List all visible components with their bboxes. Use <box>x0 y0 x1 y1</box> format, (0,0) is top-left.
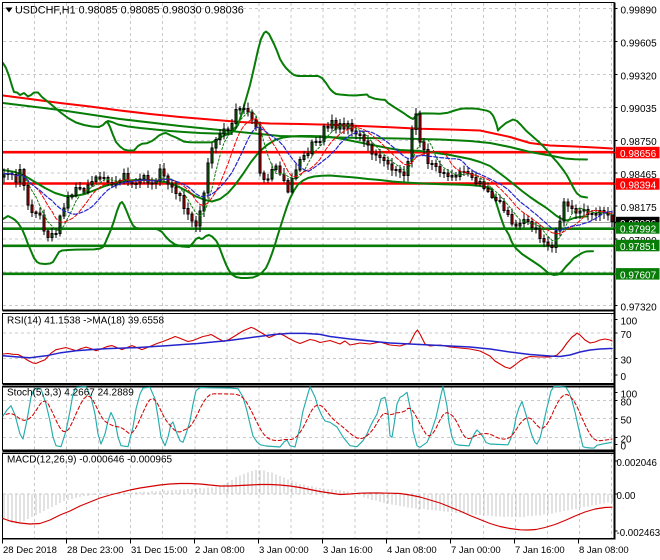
svg-text:0.99605: 0.99605 <box>621 38 658 49</box>
svg-text:0.99890: 0.99890 <box>621 6 658 17</box>
svg-text:0.002046: 0.002046 <box>617 458 657 469</box>
svg-text:Stoch(5,3,3) 4.2667 24.2889: Stoch(5,3,3) 4.2667 24.2889 <box>7 388 134 399</box>
svg-text:31 Dec 15:00: 31 Dec 15:00 <box>131 545 188 556</box>
svg-text:3 Jan 00:00: 3 Jan 00:00 <box>259 545 309 556</box>
svg-text:0.98175: 0.98175 <box>621 203 658 214</box>
svg-text:MACD(12,26,9) -0.000646 -0.000: MACD(12,26,9) -0.000646 -0.000965 <box>7 455 173 466</box>
svg-text:28 Dec 23:00: 28 Dec 23:00 <box>67 545 124 556</box>
svg-text:50: 50 <box>621 416 633 427</box>
svg-text:0.98394: 0.98394 <box>620 181 657 192</box>
svg-text:2 Jan 08:00: 2 Jan 08:00 <box>195 545 245 556</box>
svg-text:8 Jan 08:00: 8 Jan 08:00 <box>579 545 629 556</box>
svg-text:0: 0 <box>621 372 627 383</box>
svg-text:0.99320: 0.99320 <box>621 71 658 82</box>
svg-text:7 Jan 16:00: 7 Jan 16:00 <box>515 545 565 556</box>
svg-text:USDCHF,H1 0.98085 0.98085 0.9: USDCHF,H1 0.98085 0.98085 0.98030 0.9803… <box>15 5 244 17</box>
svg-text:0: 0 <box>621 441 627 452</box>
svg-text:0.99035: 0.99035 <box>621 104 658 115</box>
svg-text:30: 30 <box>621 355 633 366</box>
svg-text:100: 100 <box>621 389 638 400</box>
svg-text:20: 20 <box>621 434 633 445</box>
svg-text:0.97607: 0.97607 <box>620 270 657 281</box>
svg-text:4 Jan 08:00: 4 Jan 08:00 <box>387 545 437 556</box>
svg-text:0.00: 0.00 <box>617 491 636 502</box>
svg-text:-0.002463: -0.002463 <box>617 528 660 539</box>
svg-text:70: 70 <box>621 330 633 341</box>
svg-text:0.97992: 0.97992 <box>620 225 657 236</box>
svg-text:7 Jan 00:00: 7 Jan 00:00 <box>451 545 501 556</box>
svg-text:100: 100 <box>621 316 638 327</box>
svg-text:0.98750: 0.98750 <box>621 137 658 148</box>
svg-text:0.98656: 0.98656 <box>620 149 657 160</box>
svg-text:3 Jan 16:00: 3 Jan 16:00 <box>323 545 373 556</box>
svg-text:80: 80 <box>621 397 633 408</box>
svg-text:RSI(14) 41.1538 ->MA(18) 39.6: RSI(14) 41.1538 ->MA(18) 39.6558 <box>7 316 164 327</box>
svg-text:0.98465: 0.98465 <box>621 170 658 181</box>
svg-text:0.97320: 0.97320 <box>621 302 658 313</box>
svg-text:28 Dec 2018: 28 Dec 2018 <box>3 545 57 556</box>
svg-text:0.97851: 0.97851 <box>620 242 657 253</box>
